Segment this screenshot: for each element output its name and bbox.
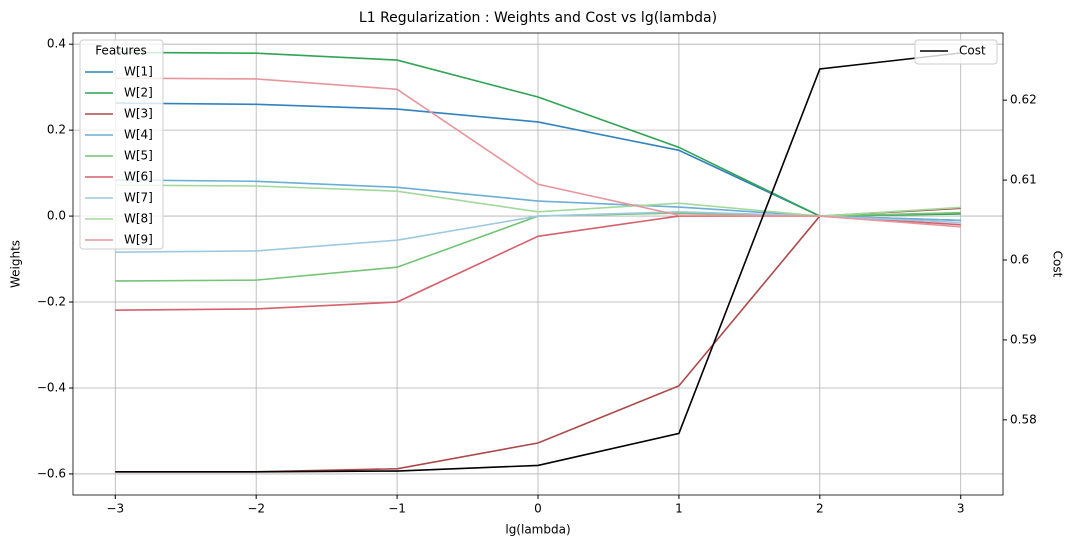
legend-label: W[4]: [124, 128, 153, 142]
y2-tick-label: 0.62: [1010, 93, 1037, 107]
y-tick-label: −0.6: [37, 466, 66, 480]
y2-tick-label: 0.59: [1010, 332, 1037, 346]
x-tick-label: 2: [816, 502, 824, 516]
y2-tick-label: 0.6: [1010, 253, 1029, 267]
x-axis-label: lg(lambda): [505, 523, 570, 537]
legend-label: W[1]: [124, 65, 153, 79]
y-tick-label: −0.2: [37, 295, 66, 309]
y-tick-label: −0.4: [37, 380, 66, 394]
legend-label: W[3]: [124, 107, 153, 121]
chart-title: L1 Regularization : Weights and Cost vs …: [359, 10, 717, 26]
x-tick-label: −1: [388, 502, 406, 516]
legend-title: Features: [95, 44, 147, 58]
y2-tick-label: 0.61: [1010, 173, 1037, 187]
y-tick-label: 0.2: [47, 123, 66, 137]
legend-label: W[2]: [124, 86, 153, 100]
y-tick-label: 0.0: [47, 209, 66, 223]
y-tick-label: 0.4: [47, 37, 66, 51]
x-tick-label: 1: [675, 502, 683, 516]
series-line: [115, 52, 961, 473]
series-line: [115, 77, 961, 228]
legend: Features W[1] W[2] W[3] W[4] W[5] W[6] W[7] W[8]…: [79, 39, 164, 250]
legend-label: W[5]: [124, 149, 153, 163]
x-tick-label: 3: [957, 502, 965, 516]
legend-label: W[6]: [124, 170, 153, 184]
x-tick-label: −3: [106, 502, 124, 516]
y2-axis-label: Cost: [1051, 251, 1065, 278]
legend-box: [914, 39, 998, 65]
legend-label: W[8]: [124, 212, 153, 226]
legend-label: Cost: [959, 44, 986, 58]
legend-label: W[9]: [124, 233, 153, 247]
y-axis-label: Weights: [9, 240, 23, 288]
x-tick-label: 0: [534, 502, 542, 516]
y2-tick-label: 0.58: [1010, 412, 1037, 426]
x-tick-label: −2: [247, 502, 265, 516]
legend: Cost: [914, 39, 998, 65]
legend-label: W[7]: [124, 191, 153, 205]
plot-frame: [72, 32, 1004, 496]
